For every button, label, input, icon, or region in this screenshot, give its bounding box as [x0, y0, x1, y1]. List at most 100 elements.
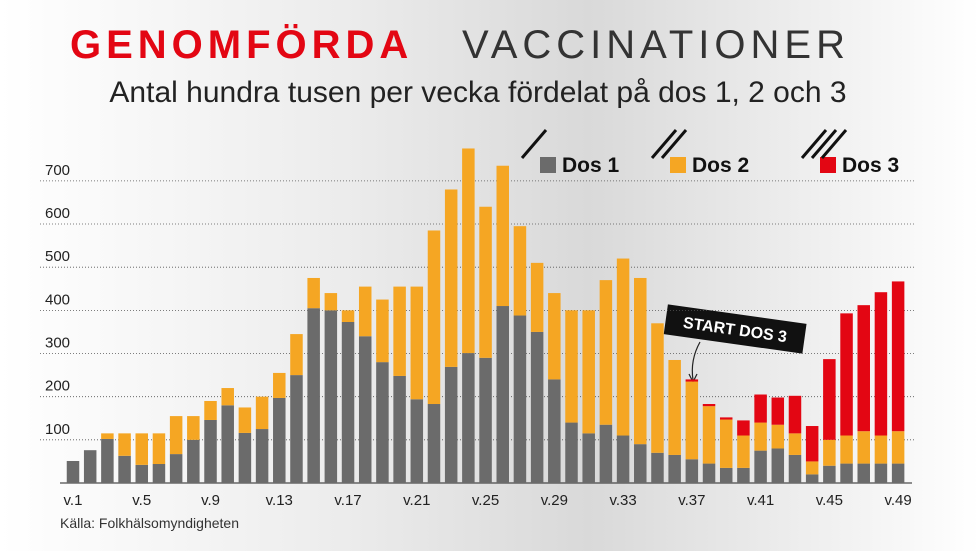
- y-tick-label: 600: [45, 205, 70, 222]
- bar-segment: [891, 463, 905, 483]
- bar-segment: [651, 452, 664, 483]
- chart-title-rest: VACCINATIONER: [462, 23, 850, 67]
- bar-segment: [66, 460, 80, 483]
- y-tick-label: 400: [45, 291, 70, 308]
- bar-segment: [823, 439, 836, 466]
- bar-segment: [599, 280, 613, 425]
- bar-segment: [874, 292, 888, 436]
- x-tick-label: v.5: [132, 492, 151, 509]
- bar-segment: [685, 381, 699, 460]
- y-tick-label: 700: [45, 162, 70, 179]
- bar-segment: [582, 310, 595, 434]
- bar-segment: [582, 433, 595, 483]
- bar-segment: [719, 417, 733, 420]
- bar-segment: [702, 406, 716, 464]
- bar-segment: [462, 148, 475, 354]
- bar-segment: [307, 277, 320, 309]
- annotation-bg: [663, 304, 807, 354]
- bar-segment: [513, 315, 527, 483]
- bar-segment: [393, 286, 406, 376]
- bar-segment: [823, 359, 836, 440]
- x-tick-label: v.9: [201, 492, 220, 509]
- bar-segment: [187, 416, 200, 440]
- bar-segment: [479, 357, 492, 483]
- bar-segment: [754, 450, 767, 483]
- syringe-icon: [660, 129, 688, 159]
- bar-segment: [118, 433, 131, 456]
- x-tick-label: v.49: [884, 492, 911, 509]
- bar-segment: [565, 422, 578, 483]
- bar-segment: [771, 397, 785, 425]
- x-tick-label: v.41: [747, 492, 774, 509]
- bar-segment: [290, 375, 303, 483]
- bar-segment: [204, 419, 217, 483]
- bar-segment: [221, 405, 234, 483]
- bar-segment: [737, 435, 750, 468]
- legend: Dos 1 Dos 2 Dos 3: [520, 129, 899, 177]
- bar-segment: [891, 281, 905, 432]
- bar-segment: [462, 353, 475, 483]
- bar-segment: [152, 464, 166, 483]
- syringe-icon: [650, 129, 678, 159]
- bar-segment: [444, 189, 458, 367]
- bar-segment: [169, 454, 183, 483]
- bar-segment: [530, 262, 544, 332]
- bar-segment: [341, 310, 355, 322]
- bar-segment: [513, 226, 527, 316]
- bar-segment: [805, 461, 819, 475]
- legend-label: Dos 3: [842, 154, 899, 177]
- bar-segment: [393, 375, 406, 483]
- x-tick-label: v.33: [609, 492, 636, 509]
- bar-segment: [668, 454, 681, 483]
- bar-segment: [857, 463, 870, 483]
- bar-segment: [255, 429, 269, 483]
- bar-segment: [634, 277, 647, 445]
- bar-segment: [324, 293, 338, 311]
- x-tick-label: v.25: [472, 492, 499, 509]
- bar-segment: [376, 299, 389, 363]
- bar-segment: [891, 431, 905, 464]
- chart-subtitle: Antal hundra tusen per vecka fördelat på…: [109, 76, 846, 109]
- bar-segment: [135, 464, 149, 483]
- bar-segment: [788, 454, 802, 483]
- x-tick-label: v.37: [678, 492, 705, 509]
- bar-segment: [634, 444, 647, 483]
- bar-segment: [874, 435, 888, 464]
- x-tick-label: v.17: [334, 492, 361, 509]
- bar-segment: [805, 474, 819, 483]
- y-tick-label: 300: [45, 335, 70, 352]
- y-tick-label: 100: [45, 421, 70, 438]
- legend-swatch: [820, 157, 836, 173]
- bar-segment: [324, 310, 338, 483]
- legend-label: Dos 1: [562, 154, 620, 177]
- bar-segment: [376, 362, 389, 483]
- bar-segment: [771, 448, 785, 483]
- bar-segment: [273, 372, 286, 398]
- bar-segment: [685, 459, 699, 483]
- bar-segment: [496, 306, 509, 483]
- bar-segment: [840, 435, 853, 464]
- source: Källa: Folkhälsomyndigheten: [60, 515, 239, 531]
- bar-segment: [255, 396, 269, 430]
- bar-segment: [771, 424, 785, 449]
- bar-segment: [857, 305, 870, 432]
- syringe-icon: [800, 129, 828, 159]
- bar-segment: [273, 397, 286, 483]
- x-tick-label: v.29: [541, 492, 568, 509]
- legend-swatch: [670, 157, 686, 173]
- bar-segment: [118, 455, 131, 483]
- syringe-icon: [820, 129, 848, 159]
- bar-segment: [427, 230, 441, 405]
- bar-segment: [754, 394, 767, 423]
- syringe-icon: [810, 129, 838, 159]
- bar-segment: [616, 435, 630, 483]
- bar-segment: [840, 313, 853, 436]
- bar-segment: [651, 323, 664, 453]
- bar-segment: [668, 359, 681, 455]
- bar-segment: [341, 321, 355, 483]
- bar-segment: [599, 424, 613, 483]
- bar-segment: [685, 379, 699, 382]
